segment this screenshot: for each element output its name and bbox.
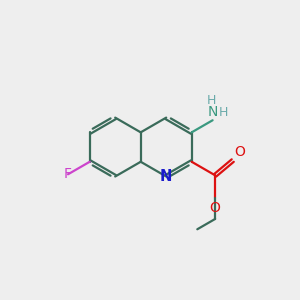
Text: O: O [209,201,220,214]
Text: N: N [160,169,172,184]
Text: F: F [64,167,72,181]
Text: H: H [206,94,216,107]
Text: N: N [207,105,218,119]
Text: H: H [219,106,229,119]
Text: O: O [234,145,245,159]
